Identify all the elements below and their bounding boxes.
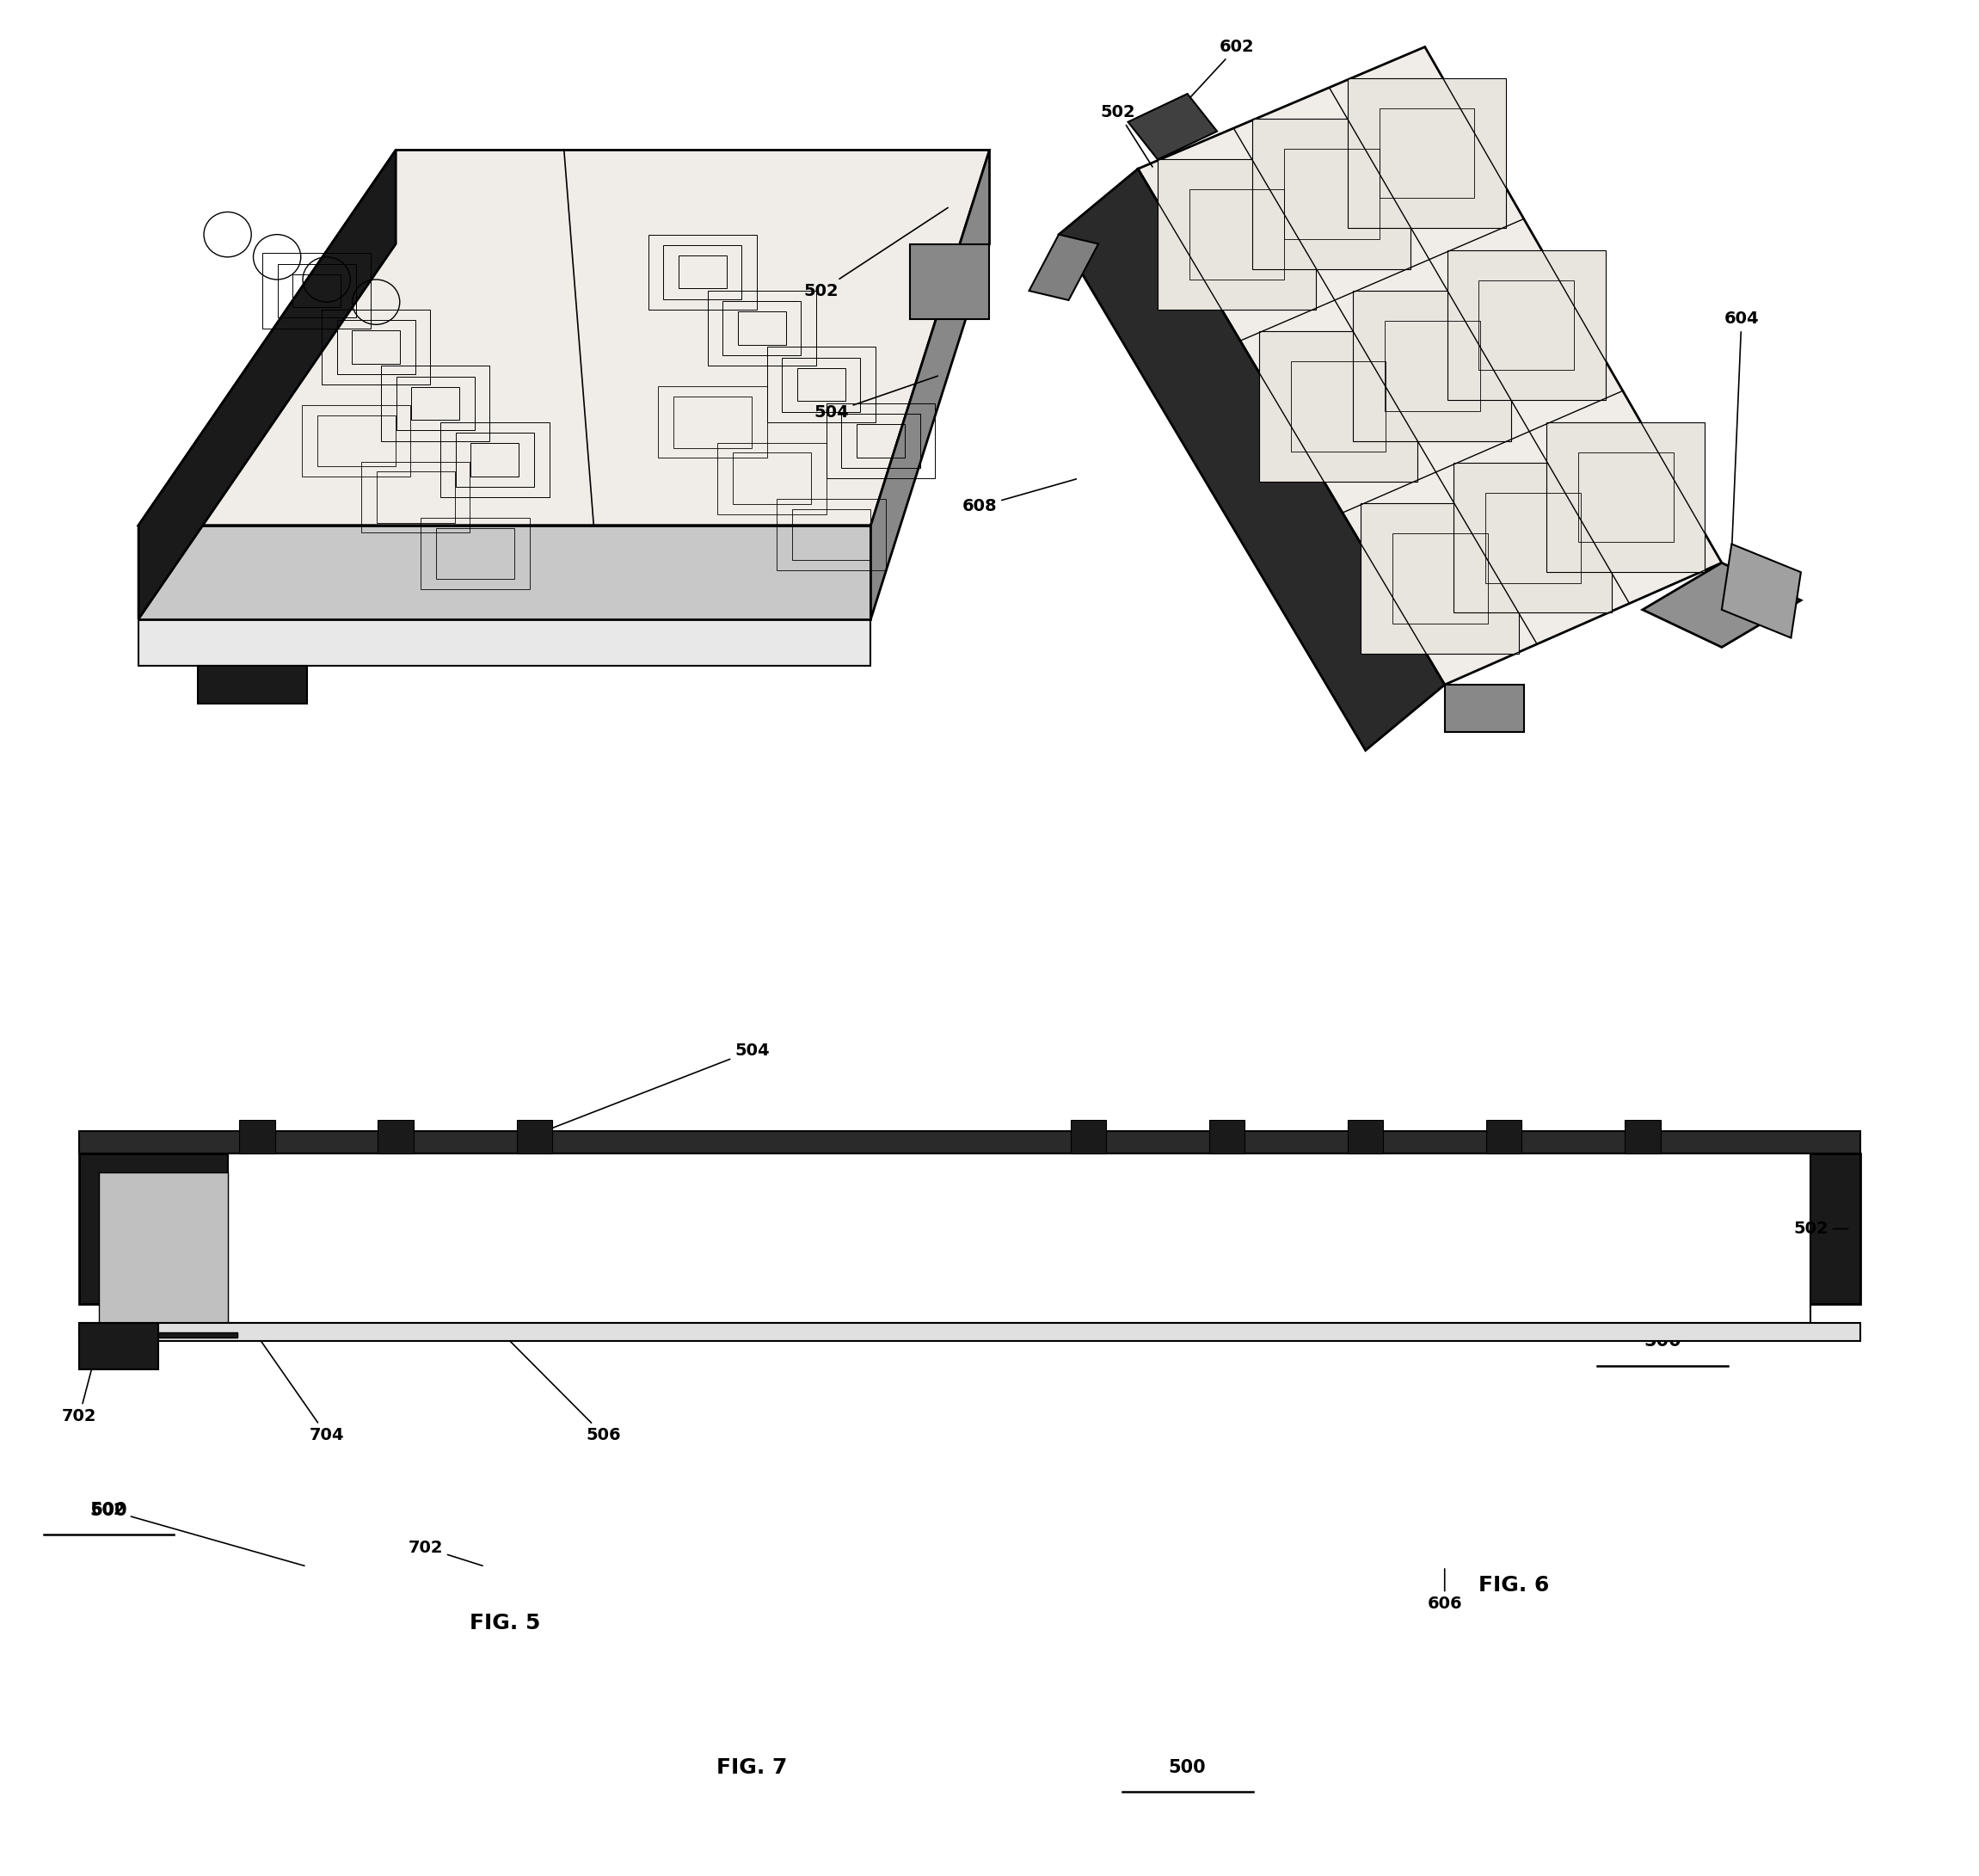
- Text: 604: 604: [1724, 311, 1759, 552]
- Polygon shape: [910, 244, 990, 319]
- Polygon shape: [1029, 234, 1098, 300]
- Text: 504: 504: [536, 1043, 770, 1135]
- Polygon shape: [1354, 291, 1512, 441]
- Polygon shape: [1455, 463, 1613, 613]
- Polygon shape: [1348, 1120, 1383, 1154]
- Polygon shape: [1158, 159, 1316, 310]
- Text: 502: 502: [1100, 105, 1152, 167]
- Text: 504: 504: [813, 375, 938, 420]
- Polygon shape: [1348, 79, 1506, 229]
- Polygon shape: [1253, 118, 1411, 268]
- Text: 702: 702: [61, 1343, 99, 1424]
- Text: 602: 602: [1170, 39, 1255, 120]
- Polygon shape: [1362, 503, 1520, 653]
- Text: 608: 608: [962, 478, 1077, 514]
- Polygon shape: [139, 619, 871, 666]
- Polygon shape: [1259, 332, 1417, 482]
- Polygon shape: [1486, 1120, 1522, 1154]
- Polygon shape: [148, 1332, 237, 1338]
- Polygon shape: [1548, 422, 1706, 572]
- Polygon shape: [1071, 1120, 1106, 1154]
- Text: 500: 500: [91, 1501, 127, 1520]
- Polygon shape: [1445, 685, 1524, 732]
- Text: 704: 704: [259, 1338, 344, 1443]
- Polygon shape: [1643, 563, 1801, 647]
- Polygon shape: [139, 150, 990, 525]
- Text: FIG. 5: FIG. 5: [469, 1611, 540, 1634]
- Polygon shape: [228, 1154, 1811, 1323]
- Polygon shape: [79, 1131, 1860, 1154]
- Polygon shape: [1447, 250, 1605, 400]
- Polygon shape: [139, 150, 396, 619]
- Polygon shape: [239, 1120, 275, 1154]
- Text: FIG. 6: FIG. 6: [1478, 1574, 1550, 1596]
- Polygon shape: [99, 1172, 228, 1323]
- Text: 506: 506: [507, 1338, 621, 1443]
- Polygon shape: [79, 1323, 1860, 1341]
- Polygon shape: [871, 150, 990, 619]
- Text: 502: 502: [1793, 1221, 1848, 1236]
- Text: 500: 500: [1645, 1332, 1680, 1351]
- Text: 702: 702: [408, 1540, 483, 1566]
- Text: FIG. 7: FIG. 7: [716, 1756, 788, 1778]
- Polygon shape: [1625, 1120, 1660, 1154]
- Polygon shape: [1059, 169, 1445, 750]
- Text: 606: 606: [1427, 1568, 1462, 1611]
- Polygon shape: [1138, 47, 1722, 685]
- Text: 500: 500: [1170, 1758, 1205, 1777]
- Polygon shape: [1209, 1120, 1245, 1154]
- Text: 502: 502: [803, 208, 948, 298]
- Polygon shape: [79, 1323, 158, 1369]
- Polygon shape: [198, 666, 307, 704]
- Polygon shape: [1128, 94, 1217, 159]
- Polygon shape: [517, 1120, 552, 1154]
- Polygon shape: [79, 1154, 1860, 1304]
- Polygon shape: [378, 1120, 414, 1154]
- Text: 602: 602: [91, 1503, 305, 1566]
- Polygon shape: [1722, 544, 1801, 638]
- Polygon shape: [139, 525, 871, 619]
